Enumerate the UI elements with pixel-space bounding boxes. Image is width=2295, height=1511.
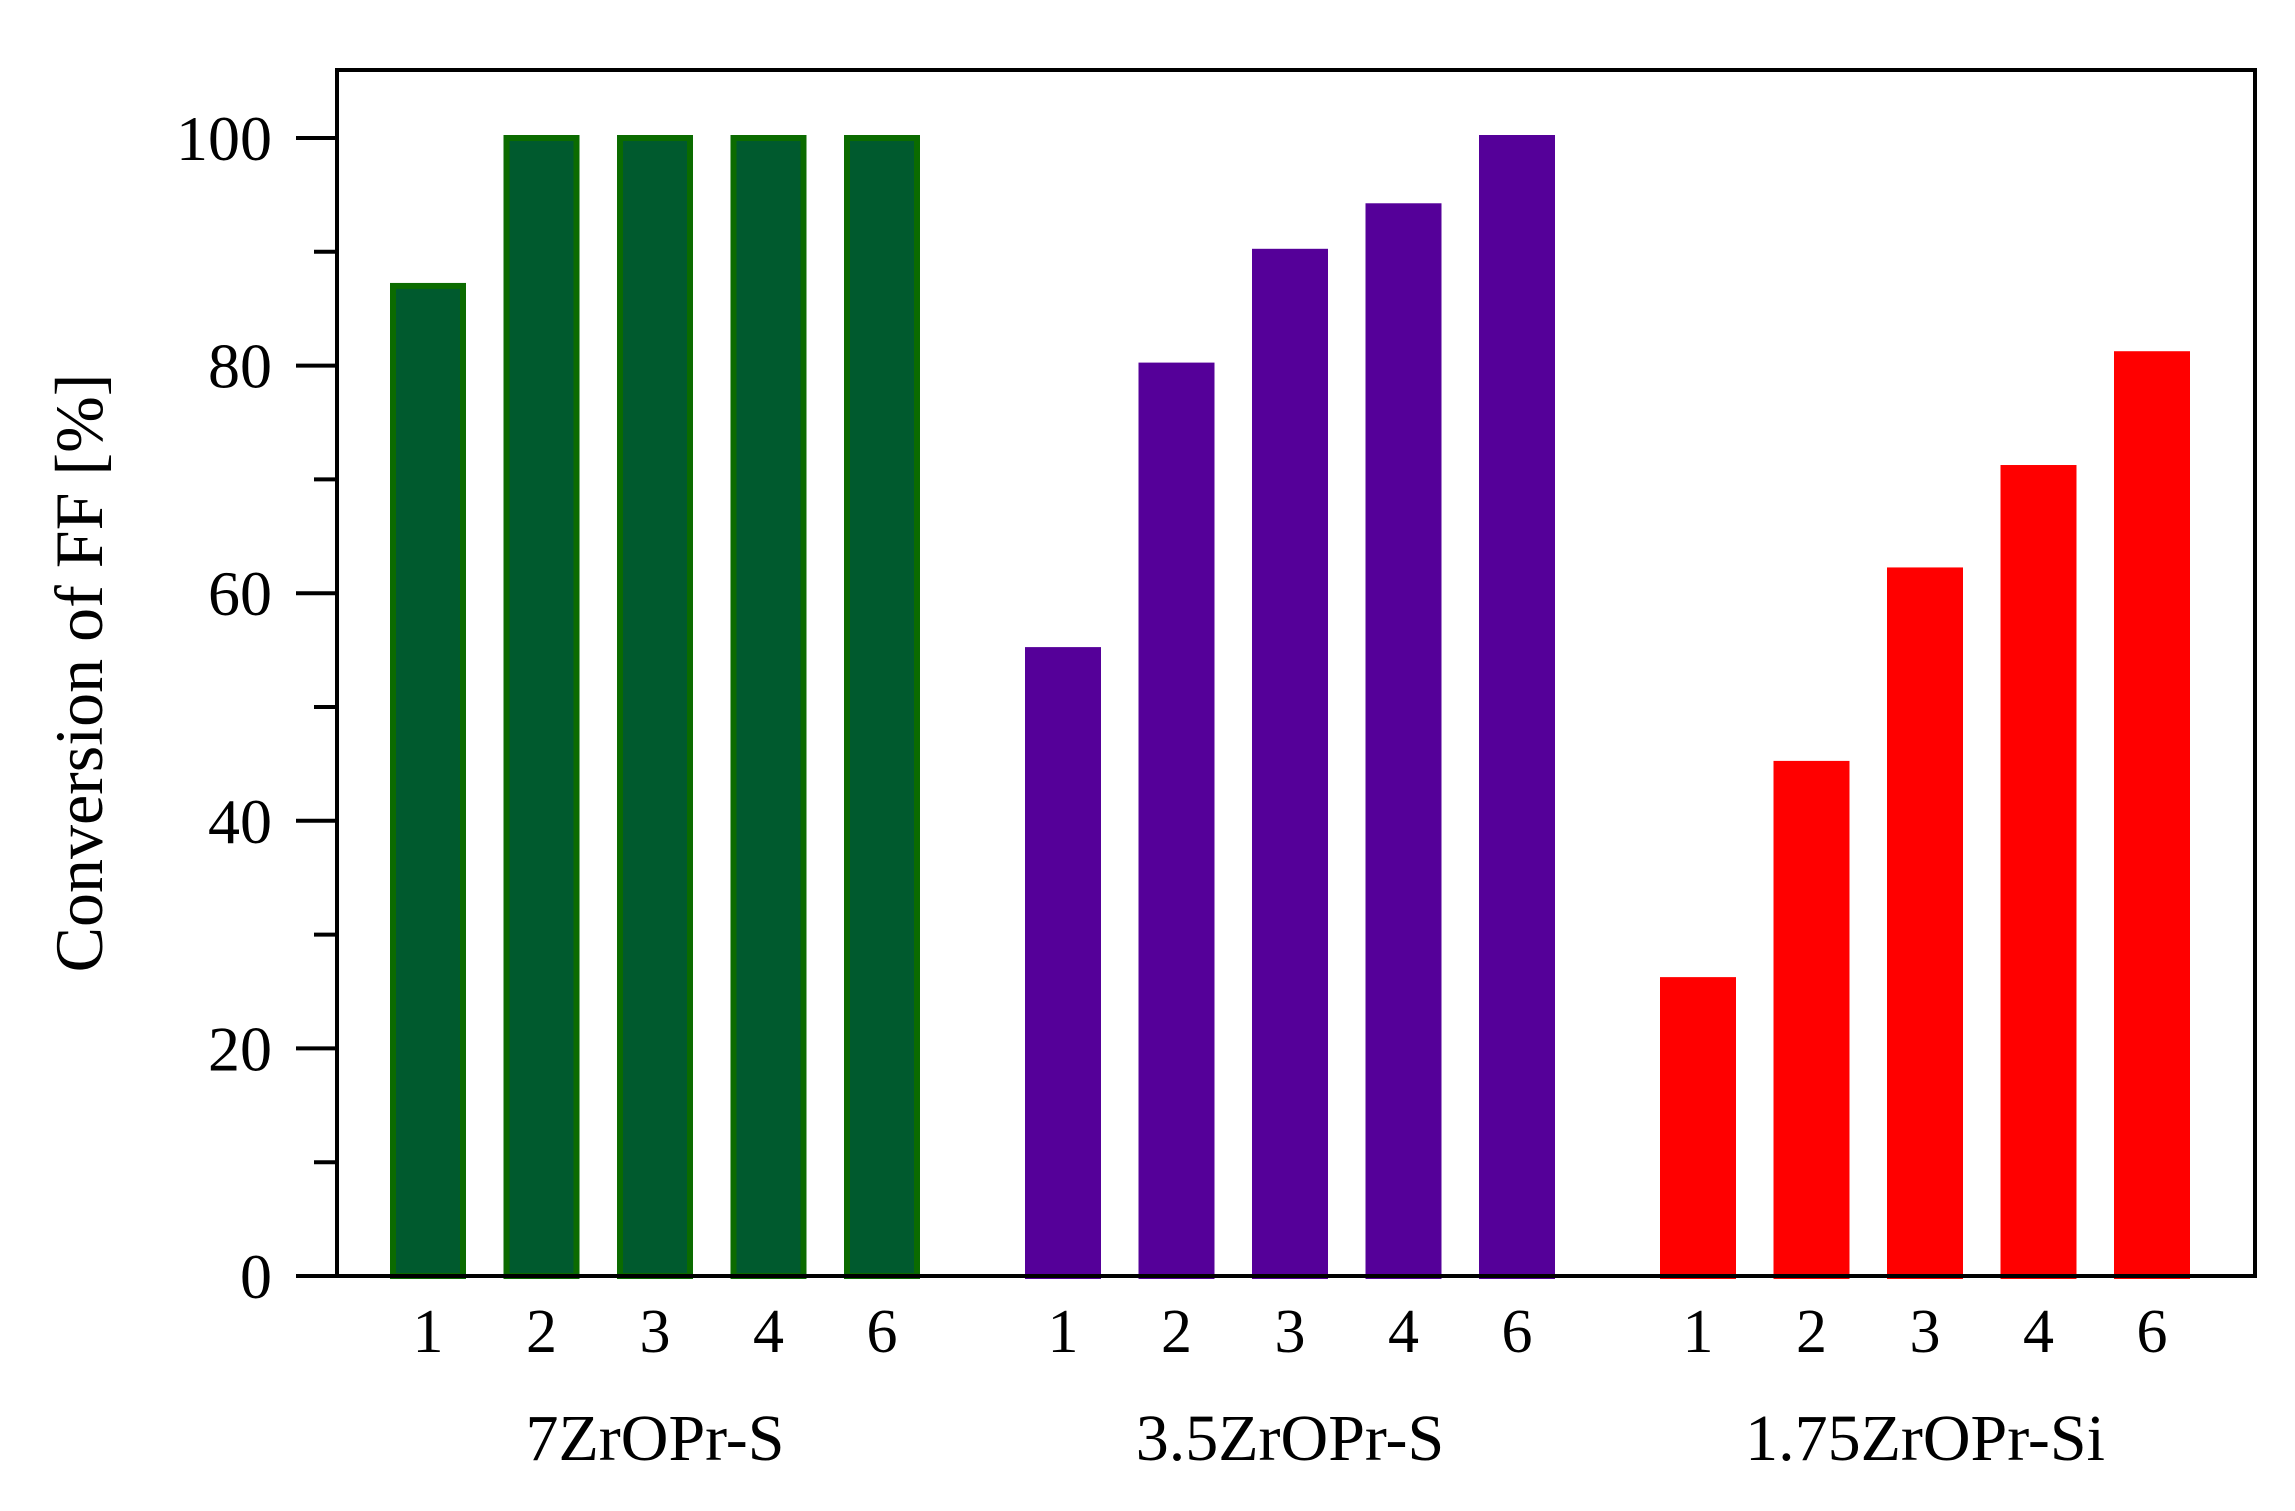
x-category-label: 4: [1388, 1298, 1419, 1366]
bar-1.75ZrOPr-Si-2: [1773, 760, 1850, 1279]
x-category-label: 1: [1048, 1298, 1079, 1366]
bar-3.5ZrOPr-S-3: [1252, 248, 1328, 1279]
x-category-label: 4: [2023, 1298, 2054, 1366]
bar-1.75ZrOPr-Si-1: [1660, 977, 1736, 1279]
x-category-label: 1: [413, 1298, 444, 1366]
x-category-label: 6: [2137, 1298, 2168, 1366]
bar-3.5ZrOPr-S-4: [1365, 203, 1442, 1279]
x-category-label: 2: [1796, 1298, 1827, 1366]
x-category-label: 1: [1683, 1298, 1714, 1366]
x-category-label: 2: [526, 1298, 557, 1366]
bar-3.5ZrOPr-S-6: [1479, 135, 1555, 1279]
x-axis-labels: 1 2 3 4 6 7ZrOPr-S 1 2 3 4 6 3.5ZrOPr-S 1 2 3 4 6 1.75ZrO…: [413, 1298, 2168, 1475]
y-axis-title: Conversion of FF [%]: [41, 374, 117, 973]
y-tick-label: 0: [240, 1241, 272, 1312]
x-category-label: 6: [1502, 1298, 1533, 1366]
y-tick-label: 100: [176, 103, 272, 174]
bar-3.5ZrOPr-S-2: [1138, 362, 1215, 1280]
bar-7ZrOPr-S-3: [617, 135, 693, 1279]
y-tick-label: 20: [208, 1013, 272, 1084]
x-category-label: 3: [1910, 1298, 1941, 1366]
group-label: 3.5ZrOPr-S: [1136, 1402, 1445, 1475]
y-axis-ticks: 0 20 40 60 80 100: [176, 103, 337, 1312]
group-label: 1.75ZrOPr-Si: [1745, 1402, 2105, 1475]
y-tick-label: 60: [208, 558, 272, 629]
x-category-label: 6: [867, 1298, 898, 1366]
plot-frame: [335, 68, 2257, 1278]
bar-1.75ZrOPr-Si-3: [1887, 567, 1963, 1279]
x-category-label: 3: [640, 1298, 671, 1366]
x-category-label: 2: [1161, 1298, 1192, 1366]
y-tick-label: 80: [208, 331, 272, 402]
bar-1.75ZrOPr-Si-6: [2114, 351, 2190, 1280]
group-label: 7ZrOPr-S: [525, 1402, 784, 1475]
y-tick-label: 40: [208, 786, 272, 857]
bars-layer: [390, 135, 2190, 1280]
x-category-label: 3: [1275, 1298, 1306, 1366]
bar-3.5ZrOPr-S-1: [1025, 647, 1101, 1279]
bar-7ZrOPr-S-4: [730, 135, 807, 1279]
bar-7ZrOPr-S-1: [390, 282, 466, 1279]
bar-1.75ZrOPr-Si-4: [2000, 465, 2077, 1279]
x-category-label: 4: [753, 1298, 784, 1366]
bar-7ZrOPr-S-2: [503, 135, 580, 1279]
bar-7ZrOPr-S-6: [844, 135, 920, 1279]
